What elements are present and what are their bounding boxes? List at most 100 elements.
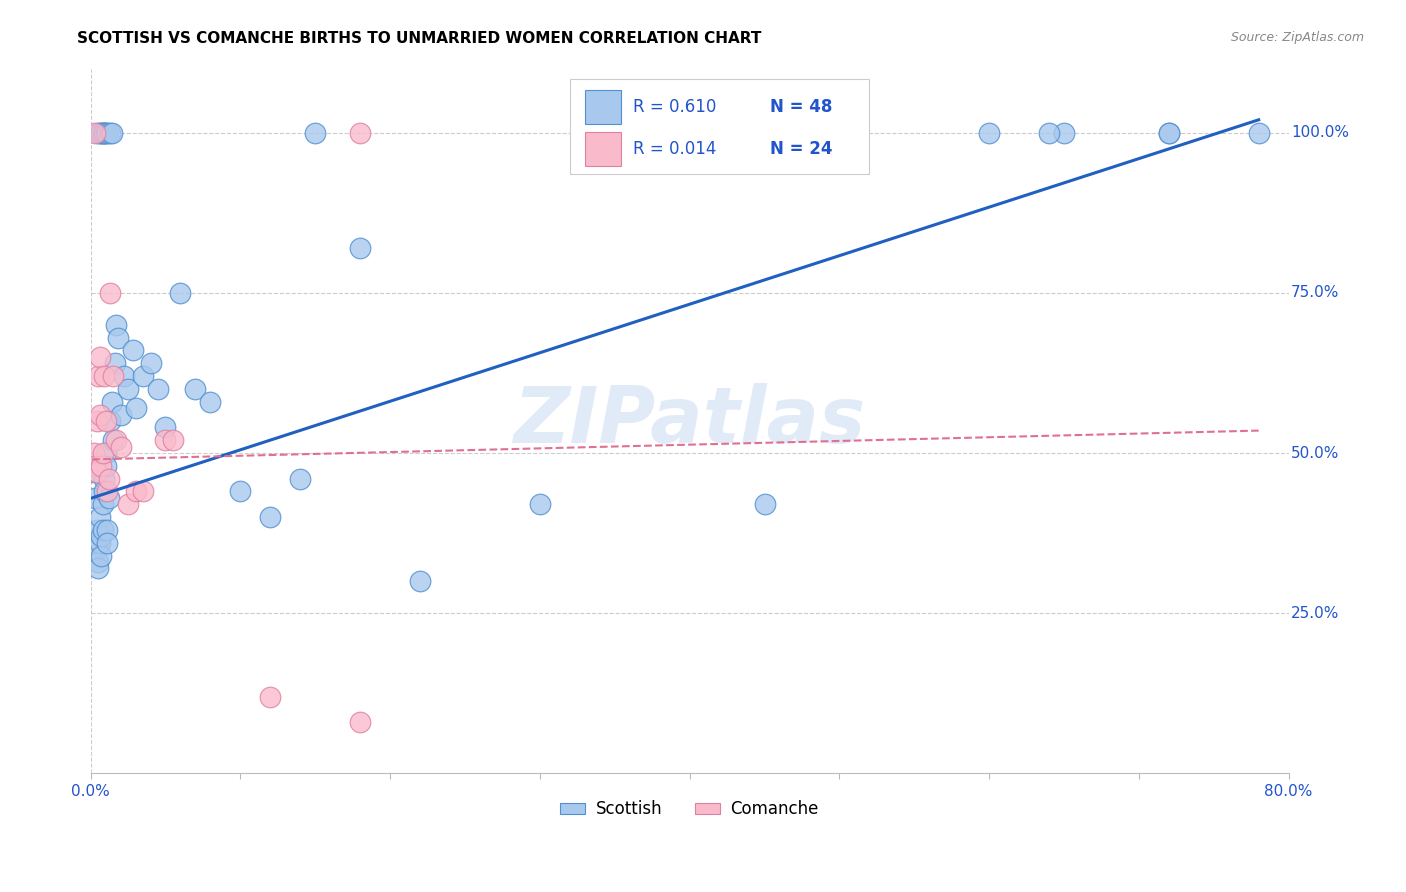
Point [349, 241, 371, 255]
Point [110, 408, 132, 422]
Point [184, 382, 207, 396]
Point [86, 465, 108, 479]
Point [409, 574, 432, 589]
Text: SCOTTISH VS COMANCHE BIRTHS TO UNMARRIED WOMEN CORRELATION CHART: SCOTTISH VS COMANCHE BIRTHS TO UNMARRIED… [77, 31, 762, 46]
Point [83, 465, 105, 479]
Point [87, 555, 110, 569]
Point [89, 126, 111, 140]
Point [97, 491, 120, 505]
Point [110, 440, 132, 454]
Point [1053, 126, 1076, 140]
Point [97, 472, 120, 486]
Text: N = 24: N = 24 [770, 140, 832, 158]
Text: 50.0%: 50.0% [1291, 445, 1340, 460]
Point [89, 510, 111, 524]
Point [86, 542, 108, 557]
FancyBboxPatch shape [585, 90, 621, 124]
Point [84, 458, 107, 473]
Point [86, 414, 108, 428]
Point [349, 715, 371, 730]
Point [304, 126, 326, 140]
Legend: Scottish, Comanche: Scottish, Comanche [554, 794, 825, 825]
Point [93, 126, 115, 140]
Point [84, 491, 107, 505]
Text: 25.0%: 25.0% [1291, 606, 1340, 621]
Point [132, 484, 155, 499]
Point [93, 472, 115, 486]
Text: ZIPatlas: ZIPatlas [513, 383, 866, 459]
Text: Source: ZipAtlas.com: Source: ZipAtlas.com [1230, 31, 1364, 45]
Point [100, 394, 122, 409]
Point [117, 497, 139, 511]
Point [200, 394, 222, 409]
Point [117, 382, 139, 396]
Point [96, 126, 118, 140]
Point [87, 369, 110, 384]
Point [139, 356, 162, 370]
Point [90, 549, 112, 563]
Point [132, 369, 155, 384]
Point [169, 285, 191, 300]
Point [124, 484, 146, 499]
Point [98, 126, 121, 140]
Point [86, 523, 108, 537]
Point [94, 414, 117, 428]
Point [155, 420, 177, 434]
Point [91, 497, 114, 511]
Point [101, 369, 124, 384]
FancyBboxPatch shape [569, 79, 869, 174]
Point [162, 433, 184, 447]
Point [979, 126, 1001, 140]
Point [754, 497, 776, 511]
Point [96, 535, 118, 549]
Point [103, 356, 125, 370]
Point [124, 401, 146, 416]
Point [98, 414, 121, 428]
Point [93, 126, 115, 140]
Point [105, 433, 128, 447]
Point [1157, 126, 1180, 140]
Point [121, 343, 143, 358]
Point [91, 126, 114, 140]
Text: N = 48: N = 48 [770, 98, 832, 116]
Point [94, 126, 117, 140]
Text: R = 0.610: R = 0.610 [633, 98, 717, 116]
Point [96, 484, 118, 499]
Point [91, 523, 114, 537]
Point [96, 523, 118, 537]
Point [93, 369, 115, 384]
Point [89, 350, 111, 364]
Text: 75.0%: 75.0% [1291, 285, 1340, 301]
Point [1157, 126, 1180, 140]
Point [100, 126, 122, 140]
Point [529, 497, 551, 511]
Point [94, 458, 117, 473]
Point [90, 126, 112, 140]
Point [91, 446, 114, 460]
Point [259, 690, 281, 704]
Point [1038, 126, 1060, 140]
Point [107, 331, 129, 345]
Point [89, 535, 111, 549]
Point [93, 484, 115, 499]
Point [90, 458, 112, 473]
Point [89, 408, 111, 422]
Text: R = 0.014: R = 0.014 [633, 140, 717, 158]
Point [229, 484, 252, 499]
Text: 100.0%: 100.0% [1291, 125, 1348, 140]
Point [94, 446, 117, 460]
Point [90, 529, 112, 543]
Point [101, 433, 124, 447]
Point [155, 433, 177, 447]
Point [290, 472, 312, 486]
Point [84, 126, 107, 140]
Point [146, 382, 169, 396]
Point [259, 510, 281, 524]
Point [87, 126, 110, 140]
Point [105, 318, 128, 332]
Point [98, 285, 121, 300]
Point [87, 561, 110, 575]
Point [349, 126, 371, 140]
Point [112, 369, 135, 384]
Point [83, 446, 105, 460]
